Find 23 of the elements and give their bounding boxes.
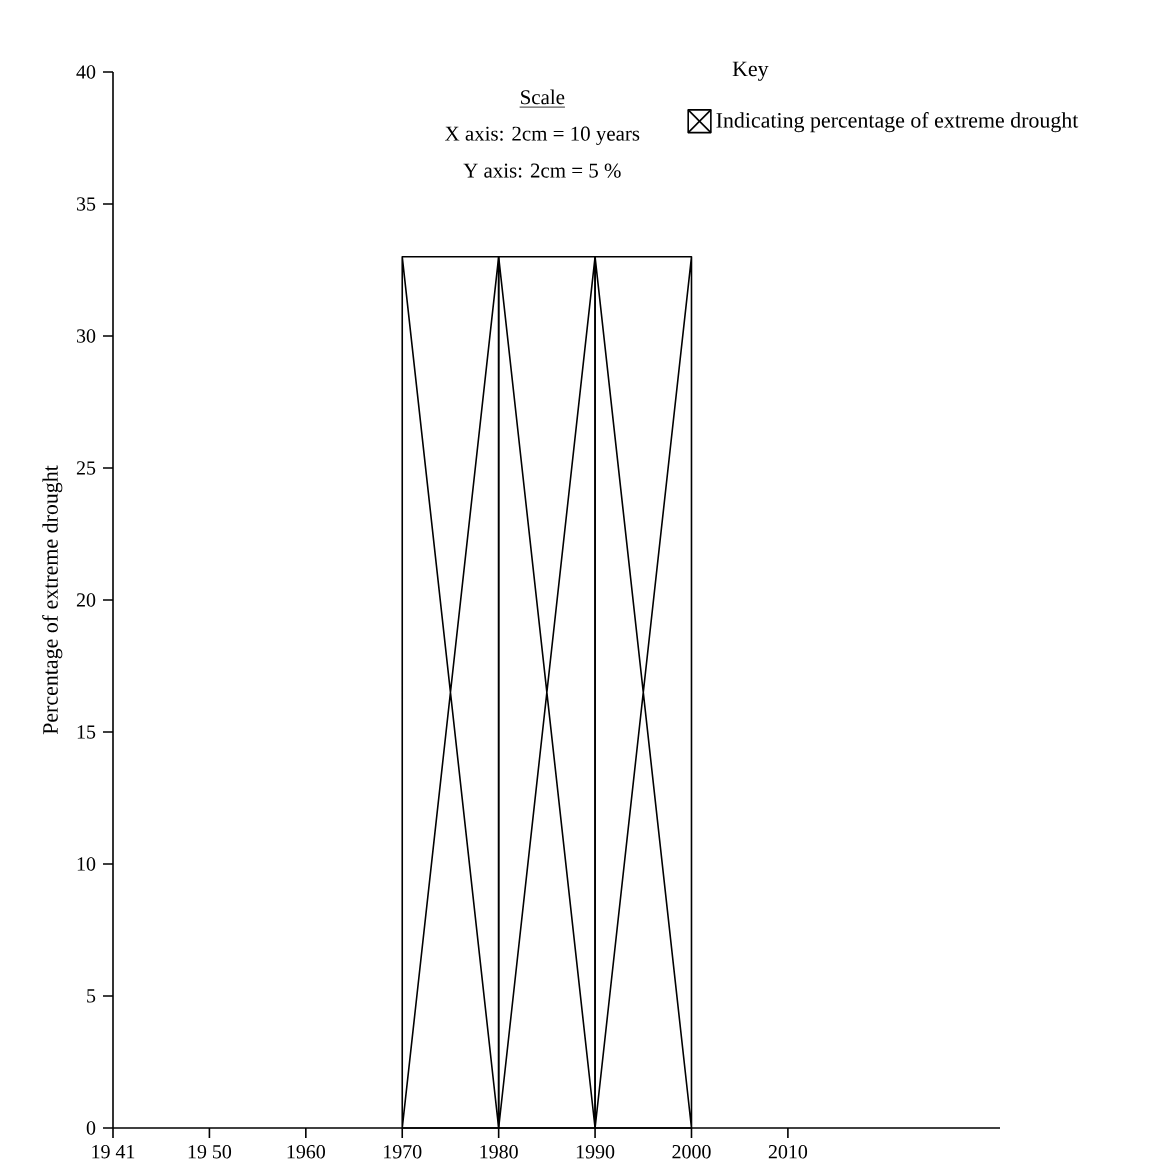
x-tick-label: 1970 — [384, 1145, 422, 1159]
y-tick-label: 15 — [77, 725, 96, 739]
legend-label: Indicating percentage of extreme drought — [716, 112, 1079, 133]
legend-title: Key — [732, 61, 769, 81]
y-tick-label: 5 — [87, 989, 96, 1003]
x-tick-label: 19 41 — [92, 1145, 135, 1159]
annotation: X axis: 2cm = 10 years — [445, 126, 640, 145]
x-tick-label: 2010 — [768, 1145, 808, 1159]
y-tick-label: 25 — [76, 461, 96, 475]
x-tick-label: 2000 — [672, 1145, 711, 1159]
y-tick-label: 20 — [76, 593, 96, 607]
annotation: Y axis: 2cm = 5 % — [463, 163, 621, 178]
y-tick-label: 0 — [86, 1121, 96, 1135]
x-tick-label: 1990 — [576, 1145, 615, 1159]
x-tick-label: 1980 — [480, 1145, 518, 1159]
x-tick-label: 1960 — [287, 1145, 326, 1159]
y-tick-label: 10 — [77, 857, 96, 871]
y-tick-label: 40 — [76, 65, 96, 79]
y-tick-label: 30 — [77, 329, 96, 343]
y-tick-label: 35 — [77, 197, 96, 211]
annotation: Scale — [521, 89, 565, 105]
x-tick-label: 19 50 — [188, 1145, 232, 1159]
y-axis-title: Percentage of extreme drought — [42, 465, 63, 735]
